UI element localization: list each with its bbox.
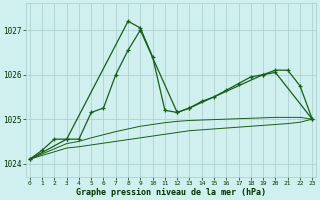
X-axis label: Graphe pression niveau de la mer (hPa): Graphe pression niveau de la mer (hPa): [76, 188, 266, 197]
